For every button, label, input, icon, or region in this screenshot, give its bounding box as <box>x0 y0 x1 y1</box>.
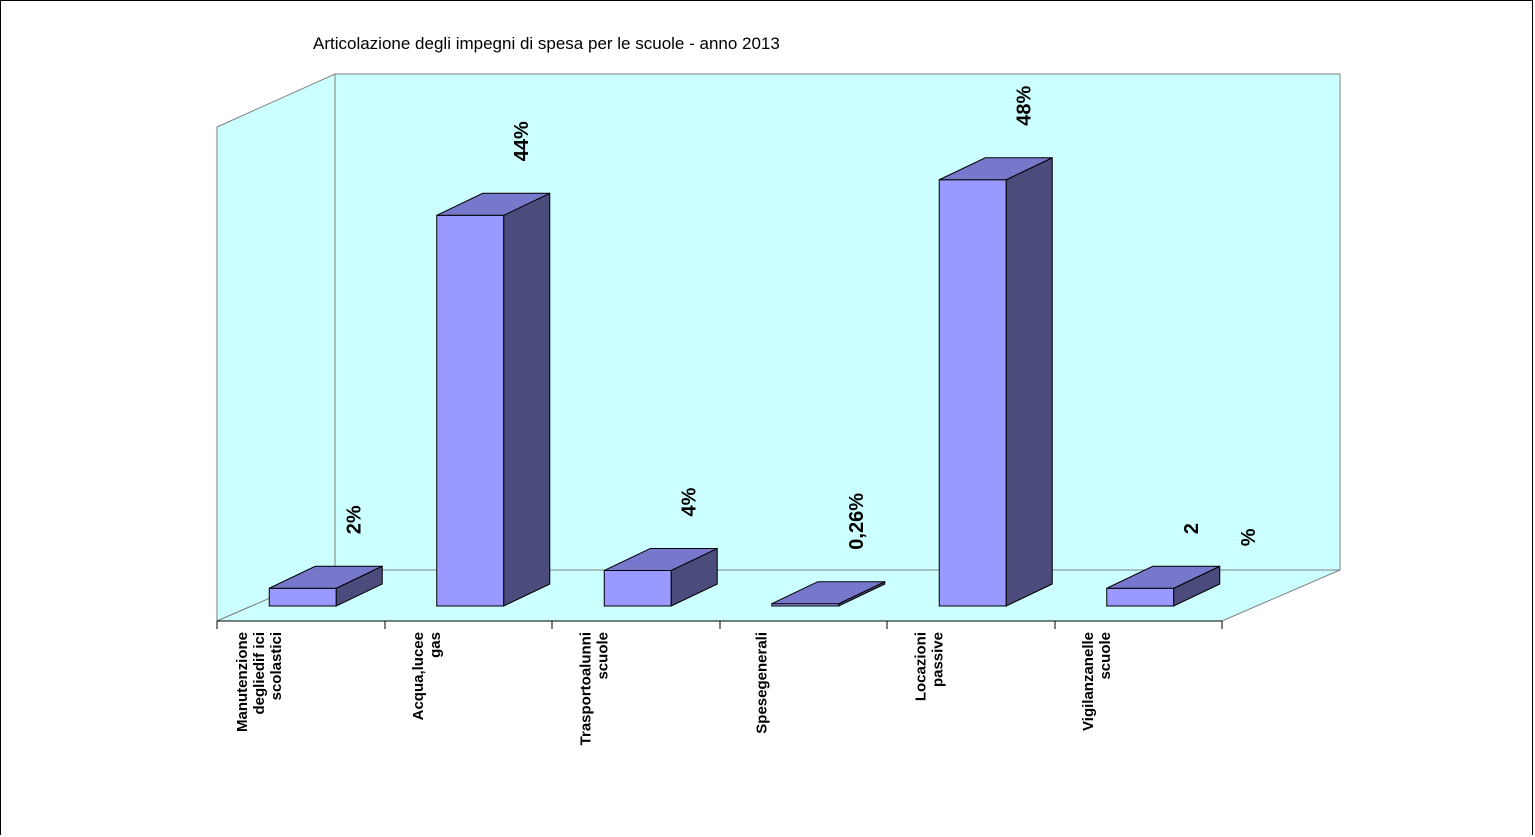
bar-side <box>503 192 551 607</box>
category-label: degliedif ici <box>251 632 268 715</box>
chart-title: Articolazione degli impegni di spesa per… <box>313 34 780 53</box>
bar-top <box>771 581 885 605</box>
bar-side <box>1005 156 1053 607</box>
category-label: scuole <box>1097 632 1114 680</box>
category-label: Vigilanzanelle <box>1080 632 1097 731</box>
category-label: scuole <box>594 632 611 680</box>
data-label: 44% <box>511 121 533 161</box>
bar-front <box>268 587 337 607</box>
category-labels: Manutenzione degliedif ici scolastici Acqua… <box>234 632 1114 745</box>
data-label: 48% <box>1013 86 1035 126</box>
bar <box>1106 565 1221 607</box>
bar-top <box>269 565 383 589</box>
data-label: % <box>1238 528 1260 546</box>
data-label: 4% <box>678 487 700 516</box>
category-label: scolastici <box>268 632 285 700</box>
bar <box>436 192 551 607</box>
bar <box>268 565 383 607</box>
data-labels: 2% 44% 4% 0,26% 48% 2% <box>343 86 1260 550</box>
data-label: 0,26% <box>846 493 868 550</box>
bar <box>771 580 886 607</box>
bar-front <box>1106 587 1175 607</box>
bar-top <box>604 547 718 571</box>
category-label: Locazioni <box>912 632 929 701</box>
side-wall <box>216 73 336 622</box>
category-label: Acqua,lucee <box>410 632 427 720</box>
data-label: 2% <box>343 505 365 534</box>
bar-top <box>939 157 1053 181</box>
data-label: 2 <box>1181 523 1203 534</box>
bar-top <box>436 192 550 216</box>
bar-front <box>938 179 1007 607</box>
chart-bars <box>268 156 1221 607</box>
bar <box>938 156 1053 607</box>
chart-walls <box>216 73 1341 629</box>
bar-top <box>1106 565 1220 589</box>
bar-front <box>436 214 505 607</box>
bar-front <box>603 569 672 607</box>
category-label: Manutenzione <box>234 632 251 732</box>
bar <box>603 547 718 607</box>
category-label: gas <box>427 632 444 658</box>
category-label: Spesegenerali <box>753 632 770 734</box>
category-label: passive <box>929 632 946 687</box>
category-label: Trasportoalunni <box>577 632 594 745</box>
